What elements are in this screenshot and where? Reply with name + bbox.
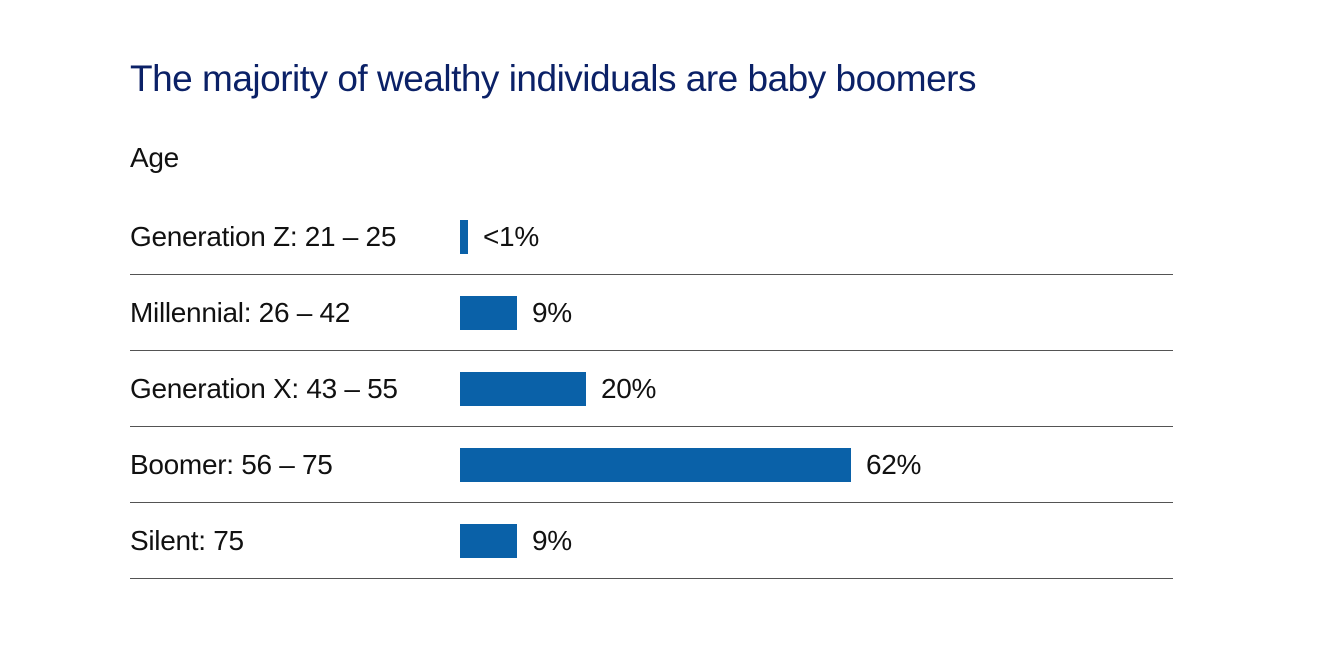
bar [460, 219, 468, 254]
bar-row: Millennial: 26 – 42 9% [130, 275, 1173, 351]
category-label: Silent: 75 [130, 524, 244, 556]
value-label: 20% [601, 372, 657, 404]
category-label: Boomer: 56 – 75 [130, 448, 333, 480]
bar-chart: Generation Z: 21 – 25 <1% Millennial: 26… [130, 199, 1173, 579]
bar-row: Silent: 75 9% [130, 503, 1173, 579]
value-label: 9% [532, 524, 572, 556]
bar-row: Boomer: 56 – 75 62% [130, 427, 1173, 503]
bar [460, 523, 517, 558]
chart-container: The majority of wealthy individuals are … [130, 56, 1173, 579]
bar [460, 295, 517, 330]
value-label: 62% [866, 448, 922, 480]
category-label: Millennial: 26 – 42 [130, 296, 350, 328]
category-label: Generation X: 43 – 55 [130, 372, 398, 404]
category-label: Generation Z: 21 – 25 [130, 220, 397, 252]
bar-row: Generation Z: 21 – 25 <1% [130, 199, 1173, 275]
axis-label-age: Age [130, 142, 179, 173]
bar-row: Generation X: 43 – 55 20% [130, 351, 1173, 427]
chart-title: The majority of wealthy individuals are … [130, 58, 976, 99]
bar [460, 447, 851, 482]
value-label: <1% [483, 220, 539, 252]
value-label: 9% [532, 296, 572, 328]
bar [460, 371, 586, 406]
